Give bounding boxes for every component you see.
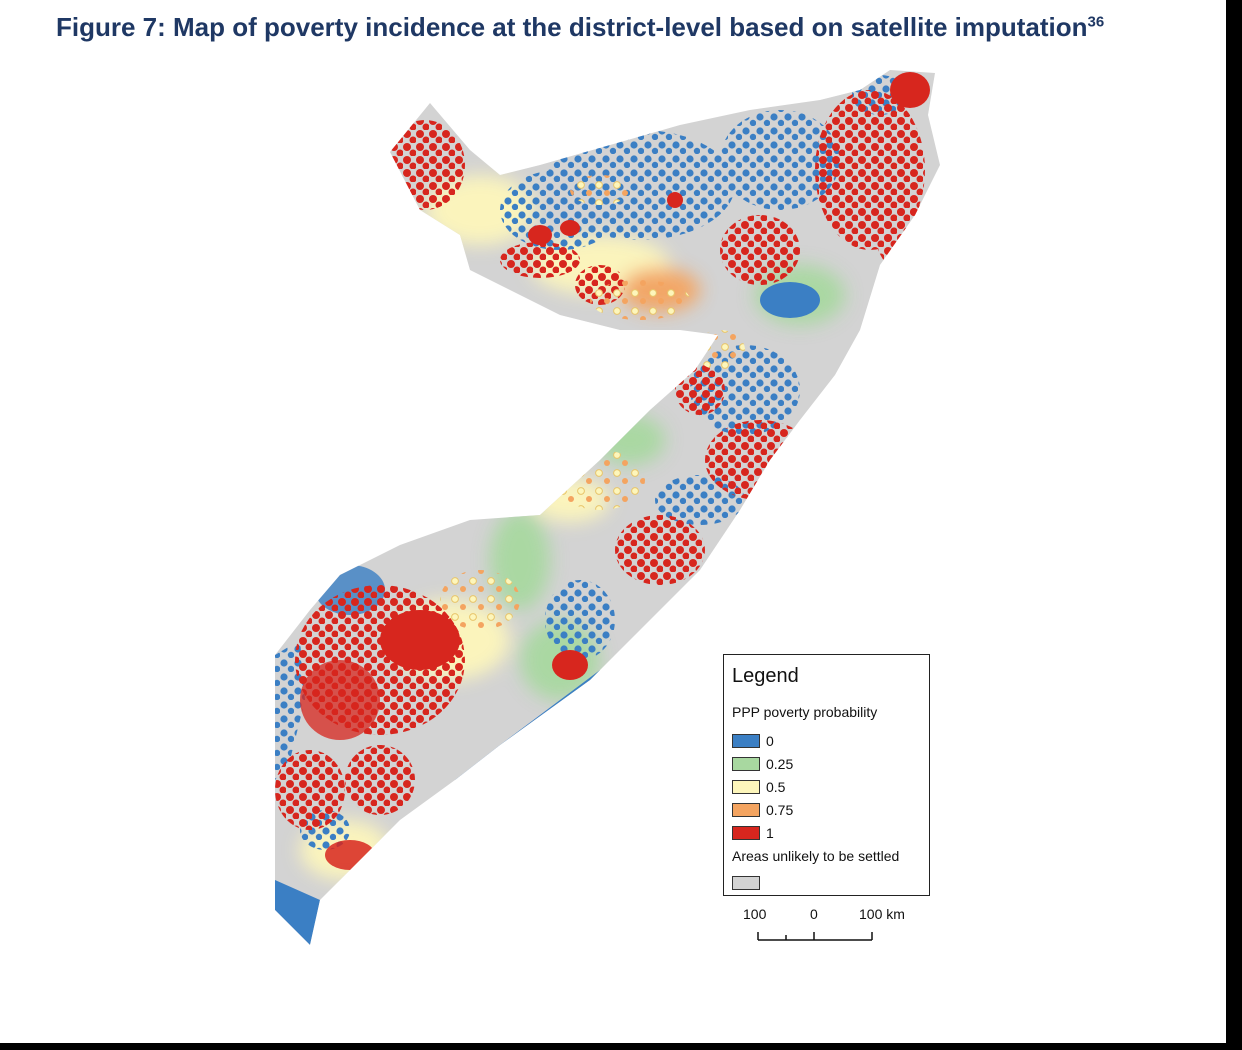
legend-subtitle: PPP poverty probability: [732, 704, 878, 720]
legend-title: Legend: [732, 665, 799, 687]
legend-unsettled-swatch: [732, 876, 760, 890]
legend-item-label: 1: [766, 825, 774, 841]
scale-label-center: 0: [810, 906, 818, 922]
legend-item-label: 0.5: [766, 779, 786, 795]
legend-item: 0.75: [732, 802, 793, 818]
footnote-reference: 36: [1087, 13, 1105, 31]
legend-item: 0.5: [732, 779, 785, 795]
legend-item-label: 0.75: [766, 802, 794, 818]
legend-item: 1: [732, 825, 774, 841]
high-poverty-areas: [275, 72, 930, 870]
figure-title: Figure 7: Map of poverty incidence at th…: [56, 12, 1104, 43]
legend-item-label: 0: [766, 733, 774, 749]
legend-unsettled-label: Areas unlikely to be settled: [732, 848, 900, 864]
scale-bar: [757, 932, 873, 941]
scale-label-left: 100: [743, 906, 767, 922]
legend-swatch: [732, 757, 760, 771]
legend-item: 0.25: [732, 756, 793, 772]
legend-swatch: [732, 826, 760, 840]
legend-swatch: [732, 734, 760, 748]
map-legend: Legend PPP poverty probability 0 0.25 0.5 0…: [723, 654, 930, 896]
legend-swatch: [732, 803, 760, 817]
figure-title-text: Figure 7: Map of poverty incidence at th…: [56, 12, 1088, 42]
legend-swatch: [732, 780, 760, 794]
scale-label-right: 100 km: [859, 906, 905, 922]
legend-item-label: 0.25: [766, 756, 794, 772]
legend-item: 0: [732, 733, 774, 749]
